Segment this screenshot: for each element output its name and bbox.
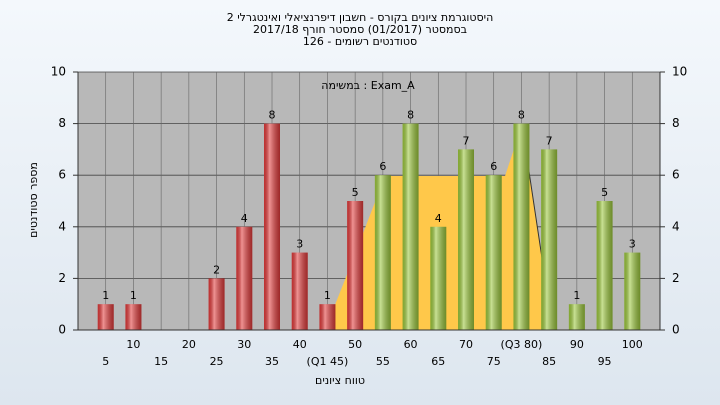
bar-shade bbox=[125, 304, 142, 330]
x-tick-label: (Q1 45) bbox=[307, 355, 349, 368]
value-label: 6 bbox=[379, 160, 386, 173]
value-label: 7 bbox=[463, 134, 470, 147]
y-tick-label: 0 bbox=[58, 323, 66, 337]
x-tick-label: 65 bbox=[431, 355, 445, 368]
value-label: 2 bbox=[213, 263, 220, 276]
value-label: 1 bbox=[573, 289, 580, 302]
y2-tick-label: 10 bbox=[672, 65, 687, 79]
value-label: 6 bbox=[490, 160, 497, 173]
bar-shade bbox=[568, 304, 585, 330]
y-tick-label: 10 bbox=[51, 65, 66, 79]
x-tick-label: 75 bbox=[487, 355, 501, 368]
value-label: 8 bbox=[407, 109, 414, 122]
chart-subtitle: בסמסטר (01/2017) סמסטר חורף 2017/18 bbox=[253, 23, 467, 36]
x-tick-label: 60 bbox=[404, 338, 418, 351]
bar-shade bbox=[458, 149, 474, 330]
y2-tick-label: 8 bbox=[672, 116, 680, 130]
bar-shade bbox=[347, 201, 364, 330]
bar-shade bbox=[208, 278, 225, 330]
y2-tick-label: 0 bbox=[672, 323, 680, 337]
x-tick-label: (Q3 80) bbox=[501, 338, 543, 351]
x-tick-label: 55 bbox=[376, 355, 390, 368]
value-label: 8 bbox=[269, 109, 276, 122]
bar-shade bbox=[513, 123, 530, 330]
value-label: 3 bbox=[629, 238, 636, 251]
value-label: 1 bbox=[324, 289, 331, 302]
value-label: 5 bbox=[601, 186, 608, 199]
bar-shade bbox=[374, 175, 391, 330]
y-tick-label: 6 bbox=[58, 168, 66, 182]
value-label: 7 bbox=[546, 134, 553, 147]
bar-shade bbox=[541, 149, 558, 330]
value-label: 1 bbox=[102, 289, 109, 302]
value-label: 3 bbox=[296, 238, 303, 251]
x-tick-label: 20 bbox=[182, 338, 196, 351]
y2-tick-label: 6 bbox=[672, 168, 680, 182]
bar-shade bbox=[430, 226, 447, 330]
y2-tick-label: 2 bbox=[672, 271, 680, 285]
y2-tick-label: 4 bbox=[672, 219, 680, 233]
value-label: 8 bbox=[518, 109, 525, 122]
bar-shade bbox=[236, 226, 253, 330]
x-tick-label: 50 bbox=[348, 338, 362, 351]
y-tick-label: 8 bbox=[58, 116, 66, 130]
value-label: 4 bbox=[241, 212, 248, 225]
x-axis-label: טווח ציונים bbox=[315, 374, 365, 387]
y-tick-label: 2 bbox=[58, 271, 66, 285]
x-tick-label: 85 bbox=[542, 355, 556, 368]
chart-subtitle: 126 - סטודנטים רשומים bbox=[303, 35, 417, 48]
x-tick-label: 35 bbox=[265, 355, 279, 368]
bar-shade bbox=[319, 304, 336, 330]
value-label: 5 bbox=[352, 186, 359, 199]
bar-shade bbox=[291, 252, 308, 330]
value-label: 4 bbox=[435, 212, 442, 225]
x-tick-label: 70 bbox=[459, 338, 473, 351]
x-tick-label: 90 bbox=[570, 338, 584, 351]
x-tick-label: 5 bbox=[102, 355, 109, 368]
bar-shade bbox=[264, 123, 280, 330]
annotation: במשימה : Exam_A bbox=[321, 79, 415, 92]
x-tick-label: 95 bbox=[598, 355, 612, 368]
chart-title: היסטוגרמת ציונים בקורס - חשבון דיפרנציאל… bbox=[227, 11, 494, 24]
bar-shade bbox=[624, 252, 641, 330]
x-tick-label: 15 bbox=[154, 355, 168, 368]
bar-shade bbox=[596, 201, 613, 330]
y-tick-label: 4 bbox=[58, 219, 66, 233]
bar-shade bbox=[485, 175, 502, 330]
value-label: 1 bbox=[130, 289, 137, 302]
bar-shade bbox=[402, 123, 419, 330]
bar-shade bbox=[97, 304, 114, 330]
x-tick-label: 25 bbox=[210, 355, 224, 368]
x-tick-label: 100 bbox=[622, 338, 643, 351]
y-axis-label: מספר סטודנטים bbox=[27, 162, 40, 238]
x-tick-label: 10 bbox=[126, 338, 140, 351]
x-tick-label: 30 bbox=[237, 338, 251, 351]
x-tick-label: 40 bbox=[293, 338, 307, 351]
